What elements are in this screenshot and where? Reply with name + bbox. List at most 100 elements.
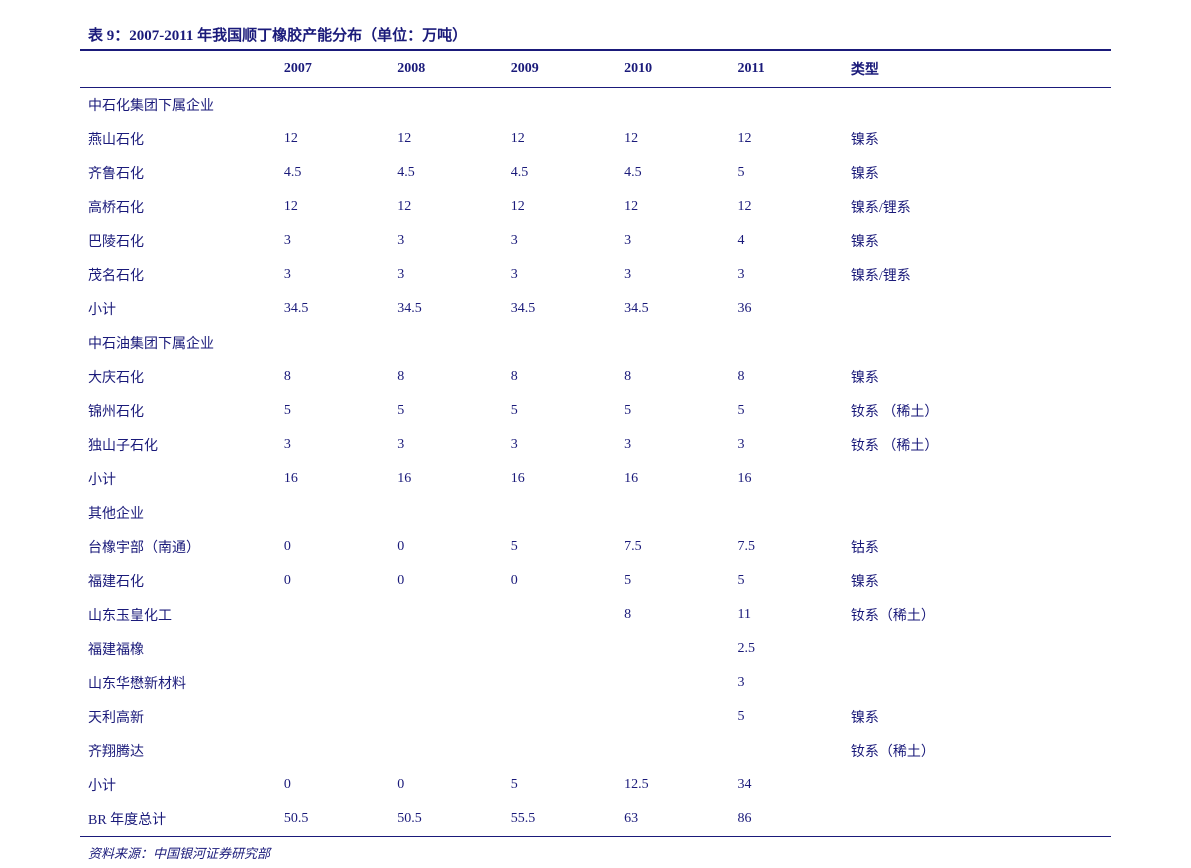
table-cell: 2.5 <box>730 632 843 666</box>
table-cell: 3 <box>503 428 616 462</box>
table-row: 福建石化00055镍系 <box>80 564 1111 598</box>
table-cell: 16 <box>276 462 389 496</box>
table-cell <box>503 632 616 666</box>
table-cell: 3 <box>276 224 389 258</box>
table-cell: 独山子石化 <box>80 428 276 462</box>
table-cell: 55.5 <box>503 802 616 837</box>
table-cell <box>276 700 389 734</box>
table-row: 高桥石化1212121212镍系/锂系 <box>80 190 1111 224</box>
table-cell: 3 <box>276 428 389 462</box>
table-cell: 16 <box>616 462 729 496</box>
table-cell <box>616 88 729 123</box>
table-cell: 12 <box>616 122 729 156</box>
table-row: 福建福橡 2.5 <box>80 632 1111 666</box>
table-cell: 3 <box>503 224 616 258</box>
table-cell: 12 <box>503 122 616 156</box>
table-cell <box>843 496 1111 530</box>
table-cell: 中石油集团下属企业 <box>80 326 276 360</box>
table-cell <box>276 326 389 360</box>
table-cell: 5 <box>276 394 389 428</box>
table-cell: 0 <box>389 530 502 564</box>
table-cell: 5 <box>730 700 843 734</box>
table-body: 中石化集团下属企业燕山石化1212121212镍系齐鲁石化4.54.54.54.… <box>80 88 1111 837</box>
table-cell: 12 <box>503 190 616 224</box>
table-cell <box>276 666 389 700</box>
table-cell: 5 <box>503 394 616 428</box>
table-cell: 12 <box>616 190 729 224</box>
table-cell: 4 <box>730 224 843 258</box>
table-row: 锦州石化55555钕系 （稀土） <box>80 394 1111 428</box>
table-cell: 34.5 <box>276 292 389 326</box>
table-cell: 5 <box>616 564 729 598</box>
table-cell: 5 <box>730 564 843 598</box>
table-cell <box>730 734 843 768</box>
table-cell: 12 <box>276 190 389 224</box>
table-cell: 5 <box>730 156 843 190</box>
table-cell: 8 <box>730 360 843 394</box>
table-cell: 0 <box>276 530 389 564</box>
table-cell: 3 <box>503 258 616 292</box>
table-row: 其他企业 <box>80 496 1111 530</box>
table-title: 表 9：2007-2011 年我国顺丁橡胶产能分布（单位：万吨） <box>80 20 1111 51</box>
table-cell: 36 <box>730 292 843 326</box>
table-cell: 4.5 <box>276 156 389 190</box>
table-cell: 5 <box>730 394 843 428</box>
table-cell: 0 <box>276 564 389 598</box>
table-cell <box>389 326 502 360</box>
table-cell: 8 <box>276 360 389 394</box>
table-cell: 12 <box>389 190 502 224</box>
table-cell: 8 <box>616 360 729 394</box>
table-row: 中石化集团下属企业 <box>80 88 1111 123</box>
table-cell: 5 <box>503 530 616 564</box>
table-cell: 0 <box>389 768 502 802</box>
table-cell: 34.5 <box>503 292 616 326</box>
table-cell: 3 <box>616 258 729 292</box>
table-cell <box>843 292 1111 326</box>
table-cell: 台橡宇部（南通） <box>80 530 276 564</box>
table-cell: 小计 <box>80 292 276 326</box>
table-cell: 63 <box>616 802 729 837</box>
col-header-type: 类型 <box>843 51 1111 88</box>
table-cell: 山东华懋新材料 <box>80 666 276 700</box>
table-cell: 燕山石化 <box>80 122 276 156</box>
table-cell <box>616 632 729 666</box>
table-cell: 3 <box>616 428 729 462</box>
table-cell <box>843 462 1111 496</box>
table-cell <box>503 598 616 632</box>
table-cell: 大庆石化 <box>80 360 276 394</box>
table-cell: 16 <box>503 462 616 496</box>
table-cell: 3 <box>616 224 729 258</box>
table-cell: 3 <box>730 258 843 292</box>
table-cell <box>503 666 616 700</box>
table-cell <box>389 666 502 700</box>
table-cell: 高桥石化 <box>80 190 276 224</box>
table-cell: 34.5 <box>389 292 502 326</box>
table-cell <box>843 326 1111 360</box>
table-cell <box>616 700 729 734</box>
table-cell: 12 <box>276 122 389 156</box>
table-cell <box>389 700 502 734</box>
table-cell: 3 <box>389 224 502 258</box>
table-cell: 5 <box>616 394 729 428</box>
table-cell: 镍系 <box>843 224 1111 258</box>
table-cell: 镍系 <box>843 360 1111 394</box>
table-cell: 小计 <box>80 768 276 802</box>
table-cell: 天利高新 <box>80 700 276 734</box>
table-cell: 钕系 （稀土） <box>843 428 1111 462</box>
col-header-2007: 2007 <box>276 51 389 88</box>
table-row: 茂名石化33333镍系/锂系 <box>80 258 1111 292</box>
table-cell: 锦州石化 <box>80 394 276 428</box>
table-cell: 5 <box>389 394 502 428</box>
table-cell: 7.5 <box>730 530 843 564</box>
table-cell: 0 <box>389 564 502 598</box>
table-cell: 福建福橡 <box>80 632 276 666</box>
table-cell: 34.5 <box>616 292 729 326</box>
table-row: 中石油集团下属企业 <box>80 326 1111 360</box>
table-cell: 3 <box>276 258 389 292</box>
table-cell: 3 <box>730 428 843 462</box>
table-cell <box>503 734 616 768</box>
table-cell: 12 <box>730 190 843 224</box>
table-cell: 12 <box>730 122 843 156</box>
table-cell: 福建石化 <box>80 564 276 598</box>
table-cell: 3 <box>730 666 843 700</box>
